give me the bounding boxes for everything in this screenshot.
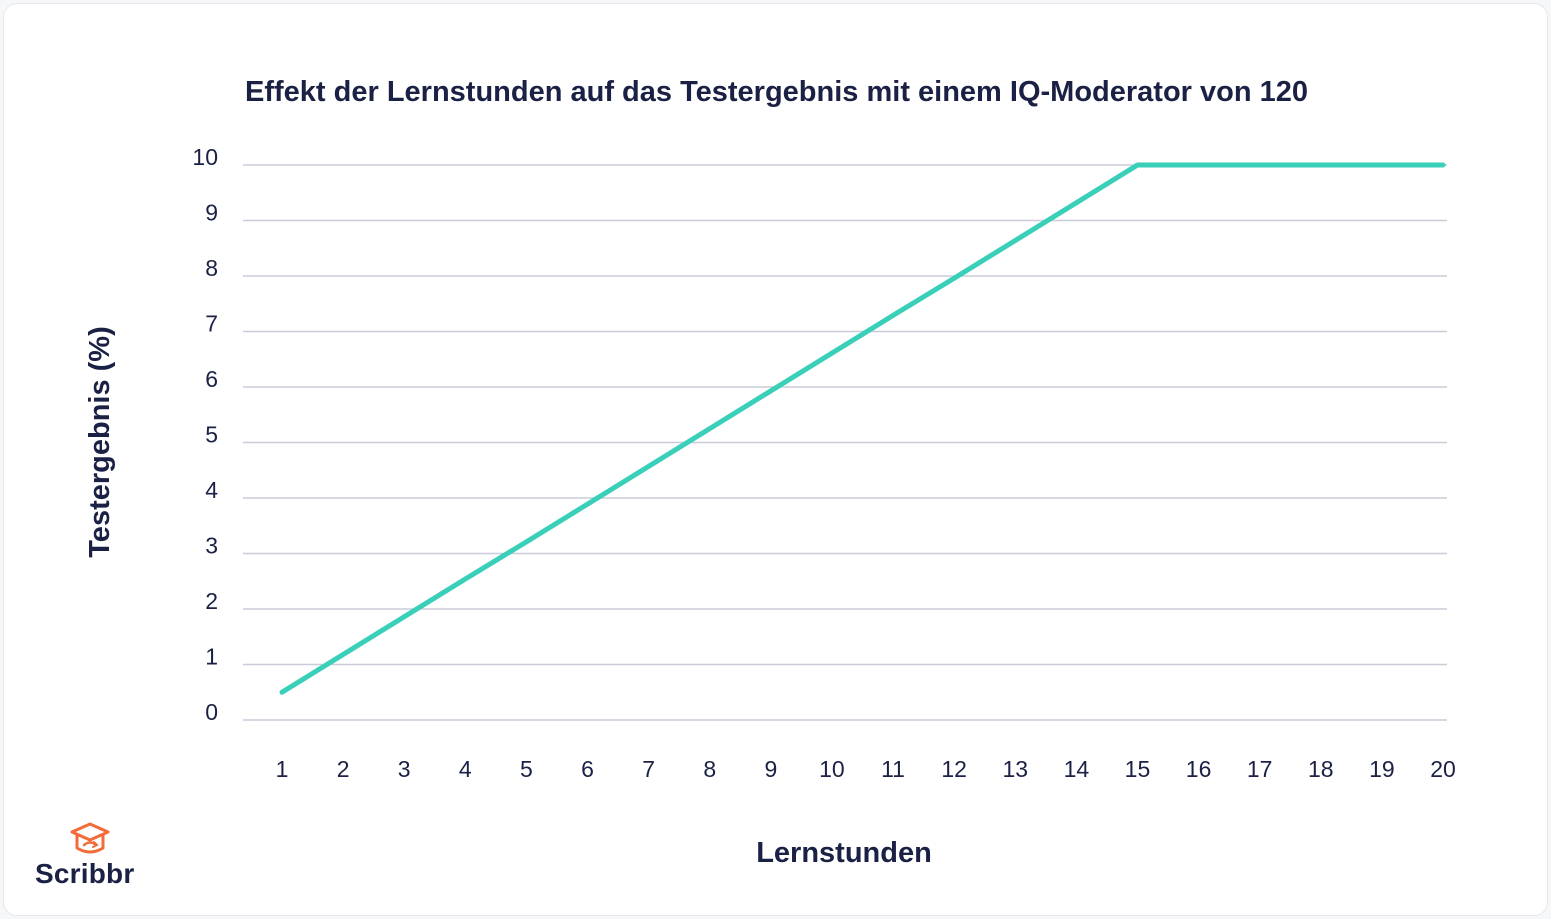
y-tick-label: 6 [205, 366, 218, 392]
x-axis-title: Lernstunden [756, 837, 932, 869]
x-tick-label: 2 [337, 756, 350, 782]
x-tick-label: 7 [642, 756, 655, 782]
y-tick-label: 9 [205, 200, 218, 226]
x-tick-label: 9 [764, 756, 777, 782]
x-tick-label: 8 [703, 756, 716, 782]
y-tick-label: 2 [205, 588, 218, 614]
gridlines [243, 164, 1447, 721]
x-tick-label: 5 [520, 756, 533, 782]
chart-card [3, 3, 1548, 916]
x-tick-label: 16 [1186, 756, 1212, 782]
x-tick-label: 13 [1002, 756, 1028, 782]
x-tick-label: 4 [459, 756, 472, 782]
x-tick-label: 12 [941, 756, 967, 782]
y-tick-label: 5 [205, 422, 218, 448]
y-tick-label: 7 [205, 311, 218, 337]
x-tick-label: 18 [1308, 756, 1334, 782]
y-tick-label: 1 [205, 644, 218, 670]
x-tick-label: 10 [819, 756, 845, 782]
x-tick-label: 20 [1430, 756, 1456, 782]
y-axis-title: Testergebnis (%) [84, 326, 116, 558]
x-tick-label: 6 [581, 756, 594, 782]
x-tick-labels: 1 2 3 4 5 6 7 8 9 10 11 12 13 14 15 16 17 18 19 20 [276, 756, 1456, 782]
x-tick-label: 17 [1247, 756, 1273, 782]
y-tick-label: 8 [205, 255, 218, 281]
y-tick-label: 4 [205, 477, 218, 503]
y-tick-label: 0 [205, 699, 218, 725]
brand-logo-text: Scribbr [35, 858, 135, 889]
x-tick-label: 11 [881, 756, 905, 782]
x-tick-label: 14 [1064, 756, 1090, 782]
chart-title: Effekt der Lernstunden auf das Testergeb… [245, 76, 1309, 108]
y-tick-label: 3 [205, 533, 218, 559]
graduation-cap-icon [70, 822, 110, 854]
y-tick-labels: 0 1 2 3 4 5 6 7 8 9 10 [192, 144, 218, 725]
y-tick-label: 10 [192, 144, 218, 170]
x-tick-label: 15 [1125, 756, 1151, 782]
series-line [279, 162, 1446, 695]
x-tick-label: 19 [1369, 756, 1395, 782]
x-tick-label: 1 [276, 756, 289, 782]
x-tick-label: 3 [398, 756, 411, 782]
